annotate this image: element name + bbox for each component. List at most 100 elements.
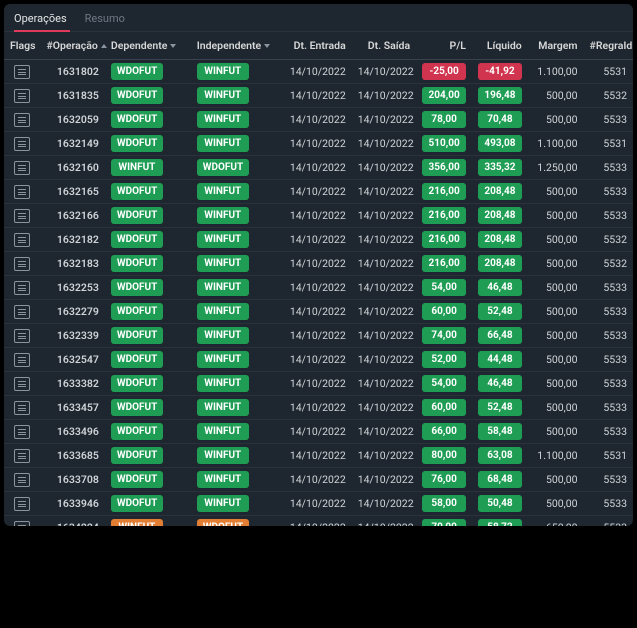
detail-icon[interactable] — [14, 305, 30, 319]
cell-liquido: 208,48 — [472, 204, 528, 228]
detail-icon[interactable] — [14, 521, 30, 527]
col-header[interactable]: Dt. Saída — [352, 32, 416, 60]
cell-dependente: WDOFUT — [105, 228, 191, 252]
cell-pl: 74,00 — [416, 324, 472, 348]
table-row[interactable]: 1632253WDOFUTWINFUT14/10/202214/10/20225… — [4, 276, 633, 300]
cell-operacao: 1633496 — [40, 420, 104, 444]
table-row[interactable]: 1633382WDOFUTWINFUT14/10/202214/10/20225… — [4, 372, 633, 396]
cell-independente: WINFUT — [191, 420, 283, 444]
detail-icon[interactable] — [14, 353, 30, 367]
cell-dependente: WINFUT — [105, 516, 191, 527]
table-row[interactable]: 1632339WDOFUTWINFUT14/10/202214/10/20227… — [4, 324, 633, 348]
cell-dependente: WDOFUT — [105, 108, 191, 132]
detail-icon[interactable] — [14, 377, 30, 391]
detail-icon[interactable] — [14, 233, 30, 247]
table-row[interactable]: 1633946WDOFUTWINFUT14/10/202214/10/20225… — [4, 492, 633, 516]
detail-icon[interactable] — [14, 449, 30, 463]
cell-regra: 5531 — [584, 444, 633, 468]
table-row[interactable]: 1632279WDOFUTWINFUT14/10/202214/10/20226… — [4, 300, 633, 324]
symbol-badge: WINFUT — [197, 279, 249, 296]
cell-margem: 500,00 — [528, 420, 584, 444]
cell-dt-entrada: 14/10/2022 — [283, 348, 352, 372]
detail-icon[interactable] — [14, 89, 30, 103]
cell-dependente: WDOFUT — [105, 60, 191, 84]
liquido-badge: 58,48 — [478, 423, 522, 440]
table-row[interactable]: 1632059WDOFUTWINFUT14/10/202214/10/20227… — [4, 108, 633, 132]
table-row[interactable]: 1632165WDOFUTWINFUT14/10/202214/10/20222… — [4, 180, 633, 204]
table-row[interactable]: 1634224WINFUTWDOFUT14/10/202214/10/20227… — [4, 516, 633, 527]
tab-operações[interactable]: Operações — [14, 12, 67, 25]
detail-icon[interactable] — [14, 65, 30, 79]
cell-operacao: 1632166 — [40, 204, 104, 228]
cell-dependente: WDOFUT — [105, 348, 191, 372]
cell-dt-saida: 14/10/2022 — [352, 444, 416, 468]
table-body: 1631802WDOFUTWINFUT14/10/202214/10/2022-… — [4, 60, 633, 527]
detail-icon[interactable] — [14, 185, 30, 199]
table-row[interactable]: 1632183WDOFUTWINFUT14/10/202214/10/20222… — [4, 252, 633, 276]
detail-icon[interactable] — [14, 257, 30, 271]
cell-dt-saida: 14/10/2022 — [352, 348, 416, 372]
cell-regra: 5533 — [584, 348, 633, 372]
cell-dependente: WDOFUT — [105, 204, 191, 228]
col-header[interactable]: #Operação — [40, 32, 104, 60]
liquido-badge: 50,48 — [478, 495, 522, 512]
detail-icon[interactable] — [14, 473, 30, 487]
pl-badge: 80,00 — [422, 447, 466, 464]
table-row[interactable]: 1632160WINFUTWDOFUT14/10/202214/10/20223… — [4, 156, 633, 180]
detail-icon[interactable] — [14, 425, 30, 439]
tab-resumo[interactable]: Resumo — [85, 12, 125, 25]
detail-icon[interactable] — [14, 281, 30, 295]
detail-icon[interactable] — [14, 113, 30, 127]
detail-icon[interactable] — [14, 137, 30, 151]
col-header[interactable]: P/L — [416, 32, 472, 60]
table-row[interactable]: 1632182WDOFUTWINFUT14/10/202214/10/20222… — [4, 228, 633, 252]
col-header[interactable]: Líquido — [472, 32, 528, 60]
table-row[interactable]: 1632547WDOFUTWINFUT14/10/202214/10/20225… — [4, 348, 633, 372]
detail-icon[interactable] — [14, 161, 30, 175]
cell-dt-entrada: 14/10/2022 — [283, 276, 352, 300]
cell-pl: 80,00 — [416, 444, 472, 468]
col-header[interactable]: Dt. Entrada — [283, 32, 352, 60]
col-header[interactable]: Flags — [4, 32, 40, 60]
cell-liquido: 50,48 — [472, 492, 528, 516]
symbol-badge: WDOFUT — [197, 159, 249, 176]
cell-independente: WINFUT — [191, 132, 283, 156]
pl-badge: 54,00 — [422, 279, 466, 296]
liquido-badge: 196,48 — [478, 87, 522, 104]
col-header-label: Margem — [538, 39, 577, 52]
col-header[interactable]: Margem — [528, 32, 584, 60]
cell-operacao: 1632165 — [40, 180, 104, 204]
detail-icon[interactable] — [14, 329, 30, 343]
col-header[interactable]: Independente — [191, 32, 283, 60]
cell-regra: 5532 — [584, 84, 633, 108]
detail-icon[interactable] — [14, 401, 30, 415]
table-row[interactable]: 1633457WDOFUTWINFUT14/10/202214/10/20226… — [4, 396, 633, 420]
table-row[interactable]: 1631802WDOFUTWINFUT14/10/202214/10/2022-… — [4, 60, 633, 84]
detail-icon[interactable] — [14, 497, 30, 511]
cell-liquido: -41,92 — [472, 60, 528, 84]
detail-icon[interactable] — [14, 209, 30, 223]
cell-dt-saida: 14/10/2022 — [352, 108, 416, 132]
cell-dependente: WDOFUT — [105, 84, 191, 108]
cell-margem: 500,00 — [528, 84, 584, 108]
cell-regra: 5533 — [584, 156, 633, 180]
cell-pl: 58,00 — [416, 492, 472, 516]
col-header[interactable]: #RegraId — [584, 32, 633, 60]
table-row[interactable]: 1632166WDOFUTWINFUT14/10/202214/10/20222… — [4, 204, 633, 228]
symbol-badge: WDOFUT — [111, 255, 163, 272]
cell-independente: WINFUT — [191, 180, 283, 204]
table-row[interactable]: 1631835WDOFUTWINFUT14/10/202214/10/20222… — [4, 84, 633, 108]
col-header[interactable]: Dependente — [105, 32, 191, 60]
cell-independente: WINFUT — [191, 468, 283, 492]
symbol-badge: WINFUT — [197, 135, 249, 152]
cell-margem: 1.100,00 — [528, 60, 584, 84]
table-row[interactable]: 1633496WDOFUTWINFUT14/10/202214/10/20226… — [4, 420, 633, 444]
table-row[interactable]: 1632149WDOFUTWINFUT14/10/202214/10/20225… — [4, 132, 633, 156]
pl-badge: 66,00 — [422, 423, 466, 440]
cell-dependente: WDOFUT — [105, 420, 191, 444]
cell-operacao: 1632279 — [40, 300, 104, 324]
table-row[interactable]: 1633708WDOFUTWINFUT14/10/202214/10/20227… — [4, 468, 633, 492]
pl-badge: 76,00 — [422, 471, 466, 488]
table-row[interactable]: 1633685WDOFUTWINFUT14/10/202214/10/20228… — [4, 444, 633, 468]
cell-dt-saida: 14/10/2022 — [352, 180, 416, 204]
